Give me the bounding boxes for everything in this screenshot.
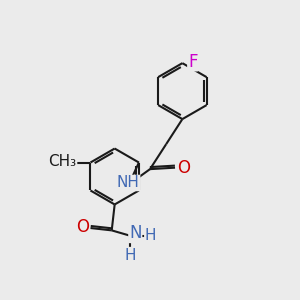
Text: N: N [129, 224, 142, 242]
Text: NH: NH [117, 176, 140, 190]
Text: H: H [145, 228, 156, 243]
Text: H: H [124, 248, 136, 262]
Text: O: O [177, 159, 190, 177]
Text: CH₃: CH₃ [48, 154, 76, 169]
Text: O: O [76, 218, 89, 236]
Text: F: F [188, 53, 197, 71]
